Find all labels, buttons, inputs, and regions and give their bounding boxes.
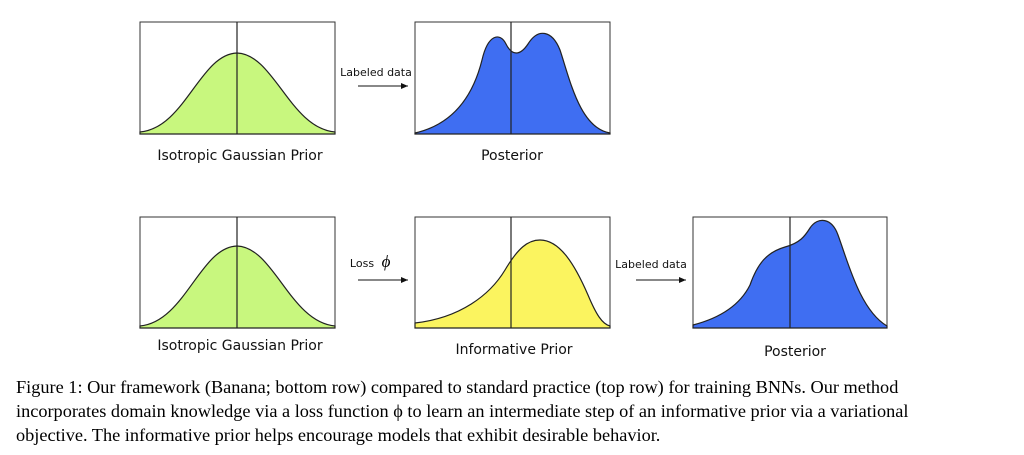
bottom-prior-panel <box>139 216 336 329</box>
bottom-posterior-panel <box>692 216 888 329</box>
panel-label: Posterior <box>764 344 826 360</box>
arrow-symbol: ϕ <box>382 252 391 271</box>
arrow-label: Loss <box>350 257 374 270</box>
caption-line: Figure 1: Our framework (Banana; bottom … <box>16 377 898 398</box>
arrow-label: Labeled data <box>615 258 687 271</box>
caption-line: objective. The informative prior helps e… <box>16 425 660 445</box>
panel-label: Isotropic Gaussian Prior <box>157 338 323 354</box>
panel-label: Informative Prior <box>455 342 572 358</box>
panel-label: Isotropic Gaussian Prior <box>157 148 323 164</box>
informative-prior-panel <box>414 216 611 329</box>
top-prior-panel <box>139 21 336 135</box>
top-posterior-panel <box>414 21 611 135</box>
caption-line: incorporates domain knowledge via a loss… <box>16 401 908 421</box>
panel-label: Posterior <box>481 148 543 164</box>
arrow-label: Labeled data <box>340 66 412 79</box>
